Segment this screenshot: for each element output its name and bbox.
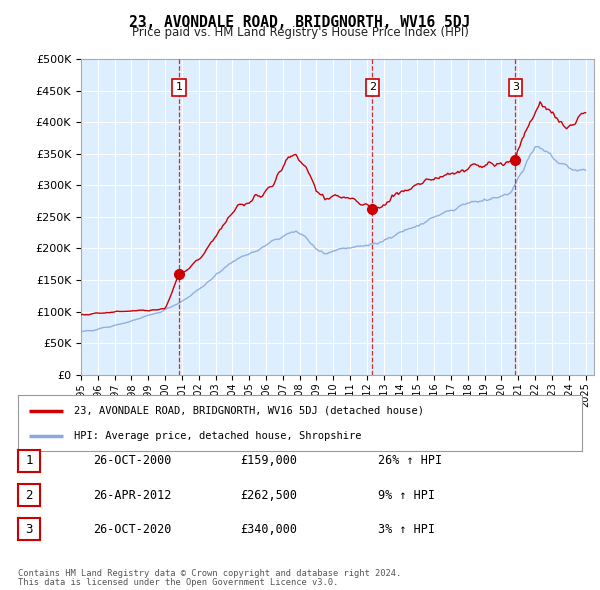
Text: 3: 3	[25, 523, 32, 536]
Text: £262,500: £262,500	[240, 489, 297, 502]
Text: 26-OCT-2000: 26-OCT-2000	[93, 454, 172, 467]
Text: 2: 2	[369, 83, 376, 93]
Text: 26-APR-2012: 26-APR-2012	[93, 489, 172, 502]
Text: 1: 1	[25, 454, 32, 467]
Text: 9% ↑ HPI: 9% ↑ HPI	[378, 489, 435, 502]
Text: £159,000: £159,000	[240, 454, 297, 467]
Text: 2: 2	[25, 489, 32, 502]
Text: 3: 3	[512, 83, 519, 93]
Text: Contains HM Land Registry data © Crown copyright and database right 2024.: Contains HM Land Registry data © Crown c…	[18, 569, 401, 578]
Text: £340,000: £340,000	[240, 523, 297, 536]
Text: 23, AVONDALE ROAD, BRIDGNORTH, WV16 5DJ (detached house): 23, AVONDALE ROAD, BRIDGNORTH, WV16 5DJ …	[74, 406, 424, 416]
Text: This data is licensed under the Open Government Licence v3.0.: This data is licensed under the Open Gov…	[18, 578, 338, 587]
Text: 1: 1	[175, 83, 182, 93]
Text: 26% ↑ HPI: 26% ↑ HPI	[378, 454, 442, 467]
Text: 26-OCT-2020: 26-OCT-2020	[93, 523, 172, 536]
Text: 23, AVONDALE ROAD, BRIDGNORTH, WV16 5DJ: 23, AVONDALE ROAD, BRIDGNORTH, WV16 5DJ	[130, 15, 470, 30]
Text: HPI: Average price, detached house, Shropshire: HPI: Average price, detached house, Shro…	[74, 431, 362, 441]
Text: 3% ↑ HPI: 3% ↑ HPI	[378, 523, 435, 536]
Text: Price paid vs. HM Land Registry's House Price Index (HPI): Price paid vs. HM Land Registry's House …	[131, 26, 469, 39]
